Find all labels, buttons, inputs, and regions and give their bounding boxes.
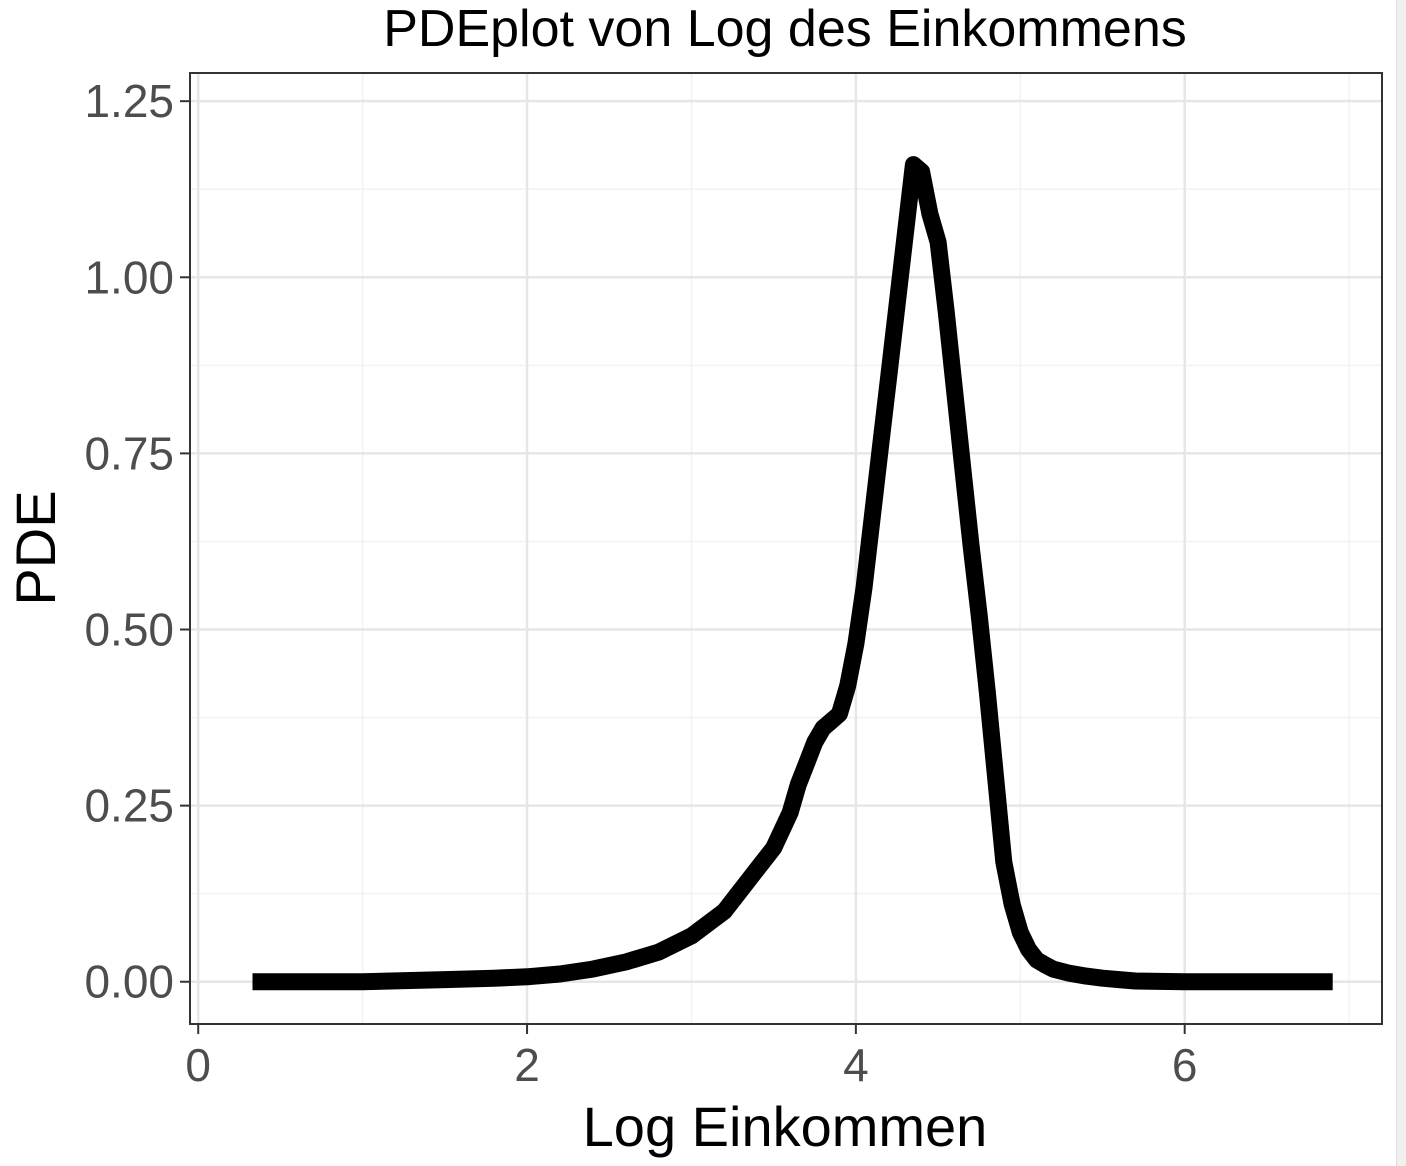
x-axis-label: Log Einkommen: [583, 1095, 988, 1158]
y-tick-label: 0.75: [84, 427, 174, 479]
grid-minor: [190, 73, 1382, 1024]
scrollbar-track[interactable]: [1396, 0, 1406, 1166]
y-axis-ticks: 0.00 0.25 0.50 0.75 1.00 1.25: [84, 75, 190, 1008]
pde-line: [252, 156, 1333, 991]
grid-major: [190, 73, 1382, 1024]
y-tick-label: 1.25: [84, 75, 174, 127]
x-axis-ticks: 0 2 4 6: [185, 1024, 1198, 1091]
y-tick-label: 1.00: [84, 251, 174, 303]
y-tick-label: 0.25: [84, 780, 174, 832]
x-tick-label: 2: [514, 1039, 540, 1091]
x-tick-label: 6: [1172, 1039, 1198, 1091]
y-axis-label: PDE: [4, 490, 67, 605]
x-tick-label: 0: [185, 1039, 211, 1091]
x-tick-label: 4: [843, 1039, 869, 1091]
y-tick-label: 0.50: [84, 604, 174, 656]
y-tick-label: 0.00: [84, 956, 174, 1008]
chart-title: PDEplot von Log des Einkommens: [383, 0, 1187, 58]
panel-border: [189, 72, 1383, 1025]
series-layer: [252, 156, 1333, 991]
